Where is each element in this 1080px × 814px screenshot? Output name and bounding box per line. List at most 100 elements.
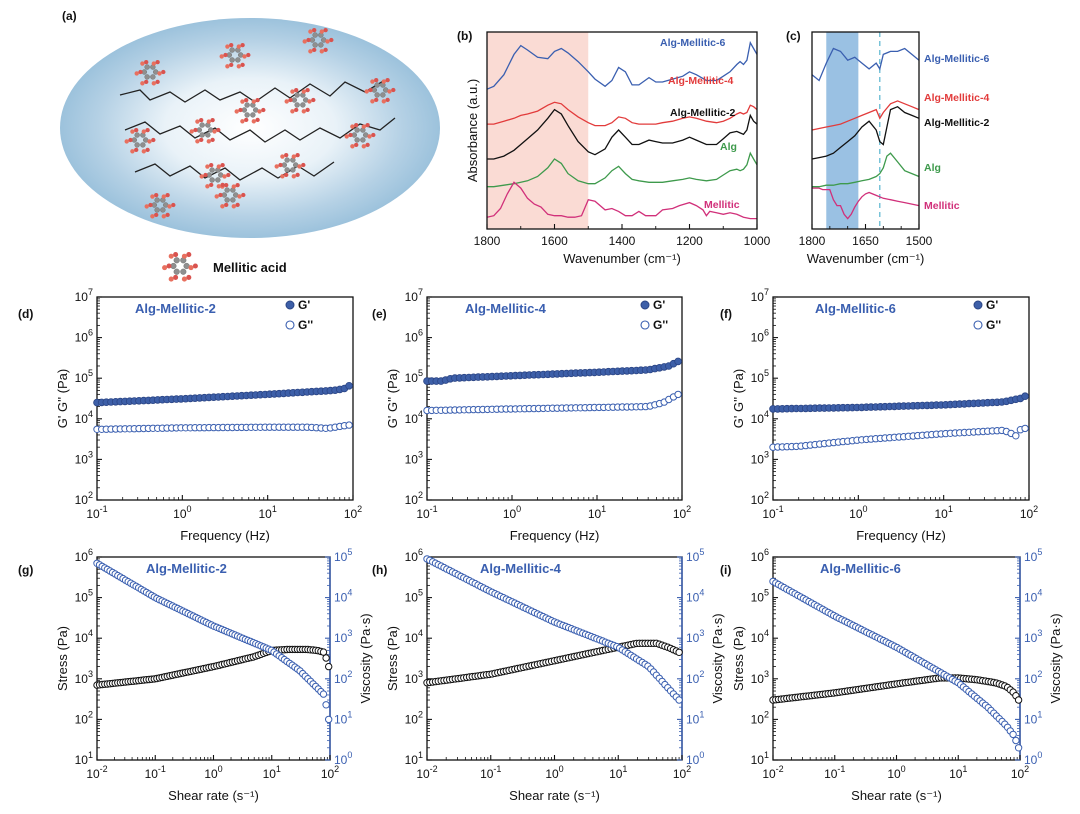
series-g- — [423, 390, 682, 415]
legend-marker — [973, 300, 983, 310]
y2-tick-label: 104 — [1024, 588, 1042, 605]
data-point — [319, 648, 328, 656]
x-tick-label: 10-2 — [86, 764, 107, 781]
y-tick-label: 104 — [405, 628, 423, 645]
y-tick-label: 103 — [751, 449, 769, 466]
x-tick-label: 1400 — [609, 234, 636, 248]
x-tick-label: 101 — [263, 764, 281, 781]
legend: G' G'' — [973, 298, 1001, 332]
panel-label-g: (g) — [18, 563, 33, 577]
y2-tick-label: 104 — [334, 588, 352, 605]
y-tick-label: 105 — [405, 588, 423, 605]
y2-tick-label: 100 — [334, 750, 352, 767]
y2-tick-label: 105 — [1024, 547, 1042, 564]
x-tick-label: 100 — [545, 764, 563, 781]
x-tick-label: 102 — [321, 764, 339, 781]
legend-label: G' — [986, 298, 998, 312]
legend-marker — [640, 300, 650, 310]
data-point — [319, 690, 328, 698]
mellitic-acid-molecule — [134, 59, 166, 86]
series-label-alg-mellitic-6: Alg-Mellitic-6 — [660, 37, 725, 49]
data-point — [345, 421, 353, 429]
panel-label-i: (i) — [720, 563, 731, 577]
series-line-alg-mellitic-2 — [487, 108, 758, 160]
plot-frame — [772, 556, 1021, 761]
series-label-mellitic: Mellitic — [924, 200, 960, 212]
y-tick-label: 106 — [75, 328, 93, 345]
data-point — [1014, 744, 1023, 752]
series-line-alg-mellitic-6 — [486, 40, 758, 90]
data-point — [675, 696, 683, 704]
series-g- — [769, 424, 1029, 451]
x-tick-label: 1500 — [906, 234, 933, 248]
x-tick-label: 100 — [503, 504, 521, 521]
series-label-alg: Alg — [924, 162, 941, 174]
chart-title: Alg-Mellitic-2 — [135, 301, 216, 316]
mellitic-acid-molecule — [234, 97, 266, 124]
legend-label: G'' — [986, 318, 1001, 332]
y-tick-label: 102 — [751, 709, 769, 726]
y2-tick-label: 103 — [334, 628, 352, 645]
series-label-alg-mellitic-6: Alg-Mellitic-6 — [924, 53, 989, 65]
y-tick-label: 104 — [75, 628, 93, 645]
panel-label-b: (b) — [457, 29, 472, 43]
x-tick-label: 101 — [609, 764, 627, 781]
mellitic-acid-molecule — [302, 27, 334, 54]
data-point — [325, 715, 333, 724]
x-tick-label: 100 — [849, 504, 867, 521]
series-viscosity — [769, 577, 1023, 752]
mellitic-acid-molecule — [189, 117, 221, 144]
plot-frame — [96, 296, 354, 501]
mellitic-acid-label: Mellitic acid — [213, 260, 287, 275]
chart-b: Alg-Mellitic-6 Alg-Mellitic-4 Alg-Mellitic… — [465, 31, 771, 266]
data-point — [1021, 392, 1029, 401]
series-g- — [769, 392, 1029, 413]
y2-tick-label: 102 — [1024, 669, 1042, 686]
panel-label-a: (a) — [62, 9, 77, 23]
x-tick-label: 1200 — [676, 234, 703, 248]
series-label-mellitic: Mellitic — [704, 199, 740, 211]
series-label-alg: Alg — [720, 141, 737, 153]
y2-tick-label: 102 — [334, 669, 352, 686]
mellitic-acid-molecules — [124, 27, 396, 219]
y2-tick-label: 105 — [334, 547, 352, 564]
x-tick-label: 10-1 — [86, 504, 107, 521]
panel-label-f: (f) — [720, 307, 732, 321]
x-tick-label: 1650 — [852, 234, 879, 248]
y-tick-label: 107 — [75, 287, 93, 304]
y-tick-label: 105 — [405, 368, 423, 385]
y2-tick-label: 105 — [686, 547, 704, 564]
y-axis-label: G' G'' (Pa) — [55, 369, 70, 428]
panel-label-d: (d) — [18, 307, 33, 321]
x-axis-label: Frequency (Hz) — [510, 528, 600, 543]
series-viscosity — [423, 555, 683, 704]
mellitic-acid-molecule — [344, 122, 376, 149]
y-tick-label: 106 — [751, 547, 769, 564]
y-tick-label: 103 — [75, 669, 93, 686]
x-axis-label: Wavenumber (cm⁻¹) — [807, 251, 925, 266]
y-tick-label: 105 — [75, 368, 93, 385]
series-g- — [93, 421, 353, 433]
series-line-alg-mellitic-6 — [811, 47, 920, 82]
mellitic-acid-molecule — [214, 182, 246, 209]
y-tick-label: 102 — [75, 490, 93, 507]
x-tick-label: 10-2 — [416, 764, 437, 781]
x-tick-label: 101 — [949, 764, 967, 781]
panel-label-c: (c) — [786, 29, 801, 43]
chart-title: Alg-Mellitic-4 — [480, 561, 562, 576]
series-g- — [423, 357, 682, 385]
data-point — [325, 662, 333, 671]
y2-axis-label: Viscosity (Pa·s) — [1048, 613, 1063, 703]
mellitic-acid-molecule — [162, 252, 198, 282]
x-tick-label: 101 — [588, 504, 606, 521]
x-axis-label: Shear rate (s⁻¹) — [509, 788, 600, 803]
legend-label: G'' — [653, 318, 668, 332]
charts: Alg-Mellitic-6 Alg-Mellitic-4 Alg-Mellitic… — [55, 31, 1063, 803]
y-tick-label: 106 — [751, 328, 769, 345]
data-point — [675, 648, 683, 656]
series-label-alg-mellitic-4: Alg-Mellitic-4 — [668, 75, 733, 87]
series-viscosity — [93, 559, 333, 724]
x-tick-label: 10-2 — [762, 764, 783, 781]
y2-tick-label: 104 — [686, 588, 704, 605]
